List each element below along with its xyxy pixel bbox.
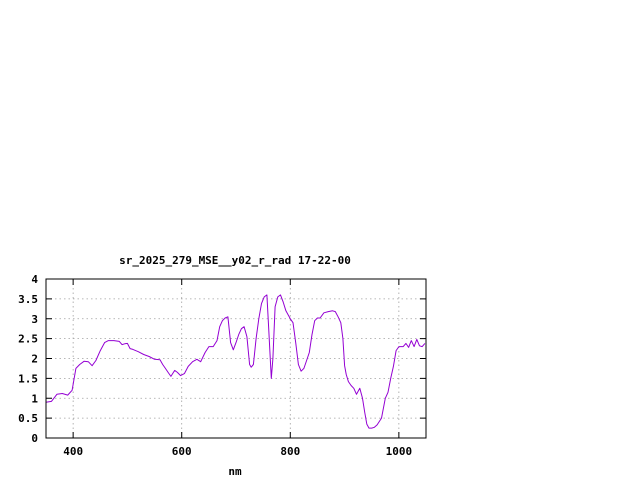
x-tick-label: 400 — [63, 445, 83, 458]
y-tick-label: 2 — [31, 353, 38, 366]
x-tick-labels: 400 600 800 1000 — [63, 445, 412, 458]
chart-title: sr_2025_279_MSE__y02_r_rad 17-22-00 — [119, 254, 351, 267]
x-tick-label: 1000 — [386, 445, 413, 458]
y-tick-label: 3 — [31, 313, 38, 326]
x-axis-label: nm — [228, 465, 242, 478]
y-tick-label: 1.5 — [18, 372, 38, 385]
series-line-0 — [45, 294, 426, 429]
y-tick-label: 0.5 — [18, 412, 38, 425]
plot-frame — [45, 278, 427, 439]
y-tick-label: 4 — [31, 273, 38, 286]
x-tick-label: 800 — [280, 445, 300, 458]
y-tick-label: 3.5 — [18, 293, 38, 306]
y-tick-label: 0 — [31, 432, 38, 445]
y-tick-label: 2.5 — [18, 333, 38, 346]
y-tick-label: 1 — [31, 392, 38, 405]
y-tick-labels: 0 0.5 1 1.5 2 2.5 3 3.5 4 — [18, 273, 38, 445]
series-group — [45, 294, 426, 429]
grid-lines — [46, 279, 426, 438]
x-tick-label: 600 — [172, 445, 192, 458]
